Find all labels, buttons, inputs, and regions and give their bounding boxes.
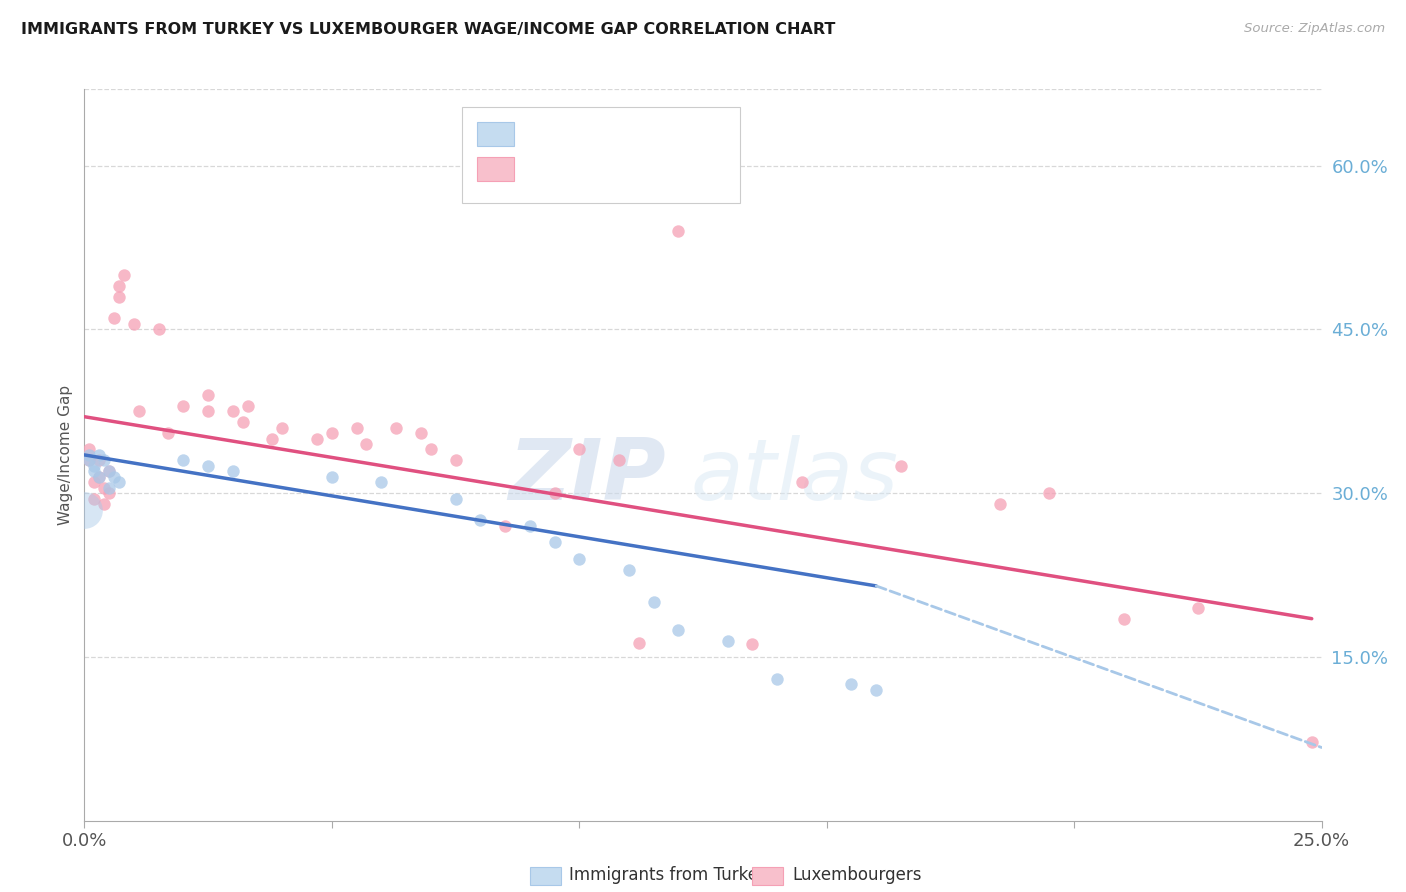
Point — [568, 551, 591, 566]
Point — [741, 637, 763, 651]
Point — [627, 636, 650, 650]
Text: N =: N = — [628, 160, 665, 178]
Point — [470, 513, 492, 527]
Point — [543, 535, 565, 549]
Point — [93, 481, 115, 495]
Point — [89, 448, 111, 462]
Point — [93, 453, 115, 467]
Point — [89, 453, 111, 467]
Point — [385, 420, 408, 434]
Point — [643, 595, 665, 609]
Point — [108, 475, 131, 490]
Point — [197, 404, 219, 418]
Point — [321, 469, 343, 483]
Point — [79, 442, 101, 457]
Text: Source: ZipAtlas.com: Source: ZipAtlas.com — [1244, 22, 1385, 36]
Point — [98, 481, 121, 495]
Point — [617, 563, 640, 577]
Point — [236, 399, 259, 413]
Point — [128, 404, 150, 418]
Point — [83, 491, 105, 506]
Text: atlas: atlas — [690, 435, 898, 518]
Text: IMMIGRANTS FROM TURKEY VS LUXEMBOURGER WAGE/INCOME GAP CORRELATION CHART: IMMIGRANTS FROM TURKEY VS LUXEMBOURGER W… — [21, 22, 835, 37]
Point — [890, 458, 912, 473]
Point — [865, 682, 887, 697]
Point — [494, 519, 516, 533]
Point — [519, 519, 541, 533]
FancyBboxPatch shape — [461, 108, 740, 202]
Point — [103, 311, 125, 326]
Point — [83, 458, 105, 473]
Text: -0.371: -0.371 — [567, 125, 627, 143]
Y-axis label: Wage/Income Gap: Wage/Income Gap — [58, 384, 73, 525]
Point — [543, 486, 565, 500]
FancyBboxPatch shape — [477, 157, 513, 180]
Point — [222, 464, 245, 478]
Point — [717, 633, 740, 648]
Point — [89, 469, 111, 483]
Point — [271, 420, 294, 434]
Point — [79, 453, 101, 467]
Point — [93, 497, 115, 511]
FancyBboxPatch shape — [752, 867, 783, 885]
Text: Luxembourgers: Luxembourgers — [792, 866, 921, 885]
Point — [103, 469, 125, 483]
Text: R =: R = — [523, 160, 560, 178]
Point — [157, 426, 180, 441]
Point — [172, 399, 194, 413]
Point — [172, 453, 194, 467]
Point — [766, 672, 789, 686]
Point — [232, 415, 254, 429]
Point — [444, 453, 467, 467]
Point — [73, 502, 96, 516]
Text: -0.367: -0.367 — [567, 160, 627, 178]
Point — [419, 442, 441, 457]
Point — [346, 420, 368, 434]
Point — [305, 432, 328, 446]
Point — [321, 426, 343, 441]
Point — [122, 317, 145, 331]
Point — [108, 278, 131, 293]
Point — [790, 475, 813, 490]
Point — [98, 464, 121, 478]
Point — [197, 458, 219, 473]
Point — [666, 224, 689, 238]
Point — [79, 448, 101, 462]
Text: Immigrants from Turkey: Immigrants from Turkey — [569, 866, 768, 885]
Point — [262, 432, 284, 446]
Point — [666, 623, 689, 637]
Point — [112, 268, 135, 282]
Point — [222, 404, 245, 418]
Text: N =: N = — [628, 125, 665, 143]
Point — [356, 437, 378, 451]
Point — [98, 464, 121, 478]
FancyBboxPatch shape — [530, 867, 561, 885]
Point — [444, 491, 467, 506]
Point — [409, 426, 432, 441]
Point — [1112, 612, 1135, 626]
Point — [1187, 600, 1209, 615]
Point — [108, 290, 131, 304]
Text: R =: R = — [523, 125, 560, 143]
Point — [89, 469, 111, 483]
Point — [607, 453, 630, 467]
Point — [79, 453, 101, 467]
Point — [568, 442, 591, 457]
Point — [841, 677, 863, 691]
Point — [370, 475, 392, 490]
Text: ZIP: ZIP — [508, 435, 666, 518]
Point — [148, 322, 170, 336]
FancyBboxPatch shape — [477, 122, 513, 145]
Point — [1301, 735, 1323, 749]
Point — [98, 486, 121, 500]
Point — [197, 388, 219, 402]
Point — [1038, 486, 1060, 500]
Point — [83, 464, 105, 478]
Point — [83, 475, 105, 490]
Point — [988, 497, 1011, 511]
Text: 48: 48 — [669, 160, 693, 178]
Text: 18: 18 — [669, 125, 693, 143]
